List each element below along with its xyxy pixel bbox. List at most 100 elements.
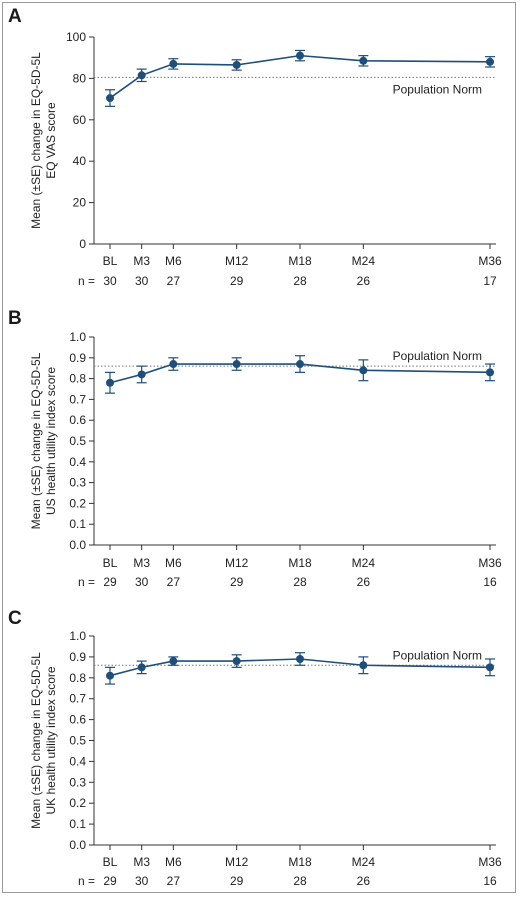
data-point bbox=[232, 657, 241, 666]
x-tick-label: M18 bbox=[288, 254, 312, 268]
y-tick-label: 0.2 bbox=[69, 496, 86, 510]
n-count-label: 28 bbox=[293, 874, 307, 888]
y-tick-label: 1.0 bbox=[69, 330, 86, 344]
n-count-label: 28 bbox=[293, 274, 307, 288]
n-count-label: 29 bbox=[230, 874, 244, 888]
panel-c: C Mean (±SE) change in EQ-5D-5L UK health … bbox=[8, 608, 502, 888]
y-tick-label: 0.9 bbox=[69, 351, 86, 365]
n-count-label: 16 bbox=[483, 575, 497, 589]
population-norm-label: Population Norm bbox=[393, 349, 482, 363]
y-tick-label: 0.0 bbox=[69, 838, 86, 852]
data-point bbox=[106, 671, 114, 680]
n-prefix-label: n = bbox=[78, 874, 95, 888]
y-axis-label: Mean (±SE) change in EQ-5D-5L bbox=[29, 52, 43, 229]
panel-label: B bbox=[8, 308, 22, 329]
y-tick-label: 0.1 bbox=[69, 817, 86, 831]
x-tick-label: M24 bbox=[352, 556, 376, 570]
y-tick-label: 0.8 bbox=[69, 372, 86, 386]
y-axis-label: Mean (±SE) change in EQ-5D-5L bbox=[29, 652, 43, 829]
data-point bbox=[486, 368, 494, 377]
n-count-label: 27 bbox=[167, 874, 181, 888]
y-tick-label: 0.6 bbox=[69, 713, 86, 727]
population-norm-label: Population Norm bbox=[393, 82, 482, 96]
y-tick-label: 40 bbox=[73, 154, 87, 168]
x-tick-label: M12 bbox=[225, 556, 249, 570]
n-prefix-label: n = bbox=[78, 274, 95, 288]
y-axis-label: EQ VAS score bbox=[44, 102, 58, 179]
data-point bbox=[359, 366, 368, 375]
n-count-label: 17 bbox=[483, 274, 497, 288]
y-axis-label: Mean (±SE) change in EQ-5D-5L bbox=[29, 352, 43, 529]
x-tick-label: M24 bbox=[352, 855, 376, 869]
n-count-label: 29 bbox=[230, 575, 244, 589]
data-point bbox=[296, 360, 304, 369]
panel-b: B Mean (±SE) change in EQ-5D-5L US health … bbox=[8, 308, 502, 589]
data-point bbox=[137, 663, 146, 672]
y-tick-label: 0.0 bbox=[69, 538, 86, 552]
x-tick-label: M36 bbox=[478, 855, 502, 869]
data-point bbox=[486, 663, 494, 672]
y-tick-label: 0.5 bbox=[69, 434, 86, 448]
y-tick-label: 0.7 bbox=[69, 392, 86, 406]
x-tick-label: M6 bbox=[165, 254, 182, 268]
x-tick-label: BL bbox=[103, 855, 118, 869]
x-tick-label: M12 bbox=[225, 855, 249, 869]
y-tick-label: 0.4 bbox=[69, 455, 86, 469]
data-point bbox=[169, 59, 178, 68]
x-tick-label: M3 bbox=[133, 556, 150, 570]
n-count-label: 26 bbox=[357, 274, 371, 288]
n-count-label: 29 bbox=[103, 575, 117, 589]
data-point bbox=[232, 60, 241, 69]
y-axis-label: UK health utility index score bbox=[44, 666, 58, 814]
x-tick-label: M6 bbox=[165, 855, 182, 869]
y-tick-label: 0.4 bbox=[69, 754, 86, 768]
x-tick-label: BL bbox=[103, 556, 118, 570]
n-count-label: 28 bbox=[293, 575, 307, 589]
x-tick-label: M12 bbox=[225, 254, 249, 268]
y-tick-label: 0.9 bbox=[69, 650, 86, 664]
x-tick-label: M18 bbox=[288, 855, 312, 869]
n-count-label: 30 bbox=[103, 274, 117, 288]
n-count-label: 26 bbox=[357, 874, 371, 888]
y-tick-label: 0.6 bbox=[69, 413, 86, 427]
y-tick-label: 60 bbox=[73, 113, 87, 127]
y-tick-label: 0.8 bbox=[69, 671, 86, 685]
n-count-label: 27 bbox=[167, 575, 181, 589]
data-point bbox=[137, 71, 146, 80]
panel-label: A bbox=[8, 6, 22, 27]
x-tick-label: M36 bbox=[478, 254, 502, 268]
population-norm-label: Population Norm bbox=[393, 648, 482, 662]
panel-a: A Mean (±SE) change in EQ-5D-5L EQ VAS sco… bbox=[8, 6, 502, 288]
x-tick-label: M36 bbox=[478, 556, 502, 570]
y-tick-label: 0.3 bbox=[69, 775, 86, 789]
data-point bbox=[169, 360, 178, 369]
n-count-label: 29 bbox=[230, 274, 244, 288]
data-point bbox=[359, 56, 368, 65]
y-axis-label: US health utility index score bbox=[44, 367, 58, 515]
panel-label: C bbox=[8, 608, 22, 629]
n-count-label: 29 bbox=[103, 874, 117, 888]
data-point bbox=[232, 360, 241, 369]
y-tick-label: 0.1 bbox=[69, 517, 86, 531]
y-tick-label: 20 bbox=[73, 196, 87, 210]
data-point bbox=[296, 51, 304, 60]
y-tick-label: 0 bbox=[79, 237, 86, 251]
data-point bbox=[137, 370, 146, 379]
data-point bbox=[359, 661, 368, 670]
data-point bbox=[296, 654, 304, 663]
x-tick-label: M3 bbox=[133, 254, 150, 268]
data-point bbox=[106, 94, 114, 103]
n-count-label: 30 bbox=[135, 274, 149, 288]
x-tick-label: M24 bbox=[352, 254, 376, 268]
y-tick-label: 0.5 bbox=[69, 734, 86, 748]
y-tick-label: 0.7 bbox=[69, 692, 86, 706]
n-count-label: 27 bbox=[167, 274, 181, 288]
n-count-label: 16 bbox=[483, 874, 497, 888]
n-count-label: 30 bbox=[135, 874, 149, 888]
y-tick-label: 100 bbox=[66, 30, 86, 44]
data-point bbox=[169, 657, 178, 666]
y-tick-label: 0.3 bbox=[69, 476, 86, 490]
x-tick-label: M6 bbox=[165, 556, 182, 570]
x-tick-label: BL bbox=[103, 254, 118, 268]
